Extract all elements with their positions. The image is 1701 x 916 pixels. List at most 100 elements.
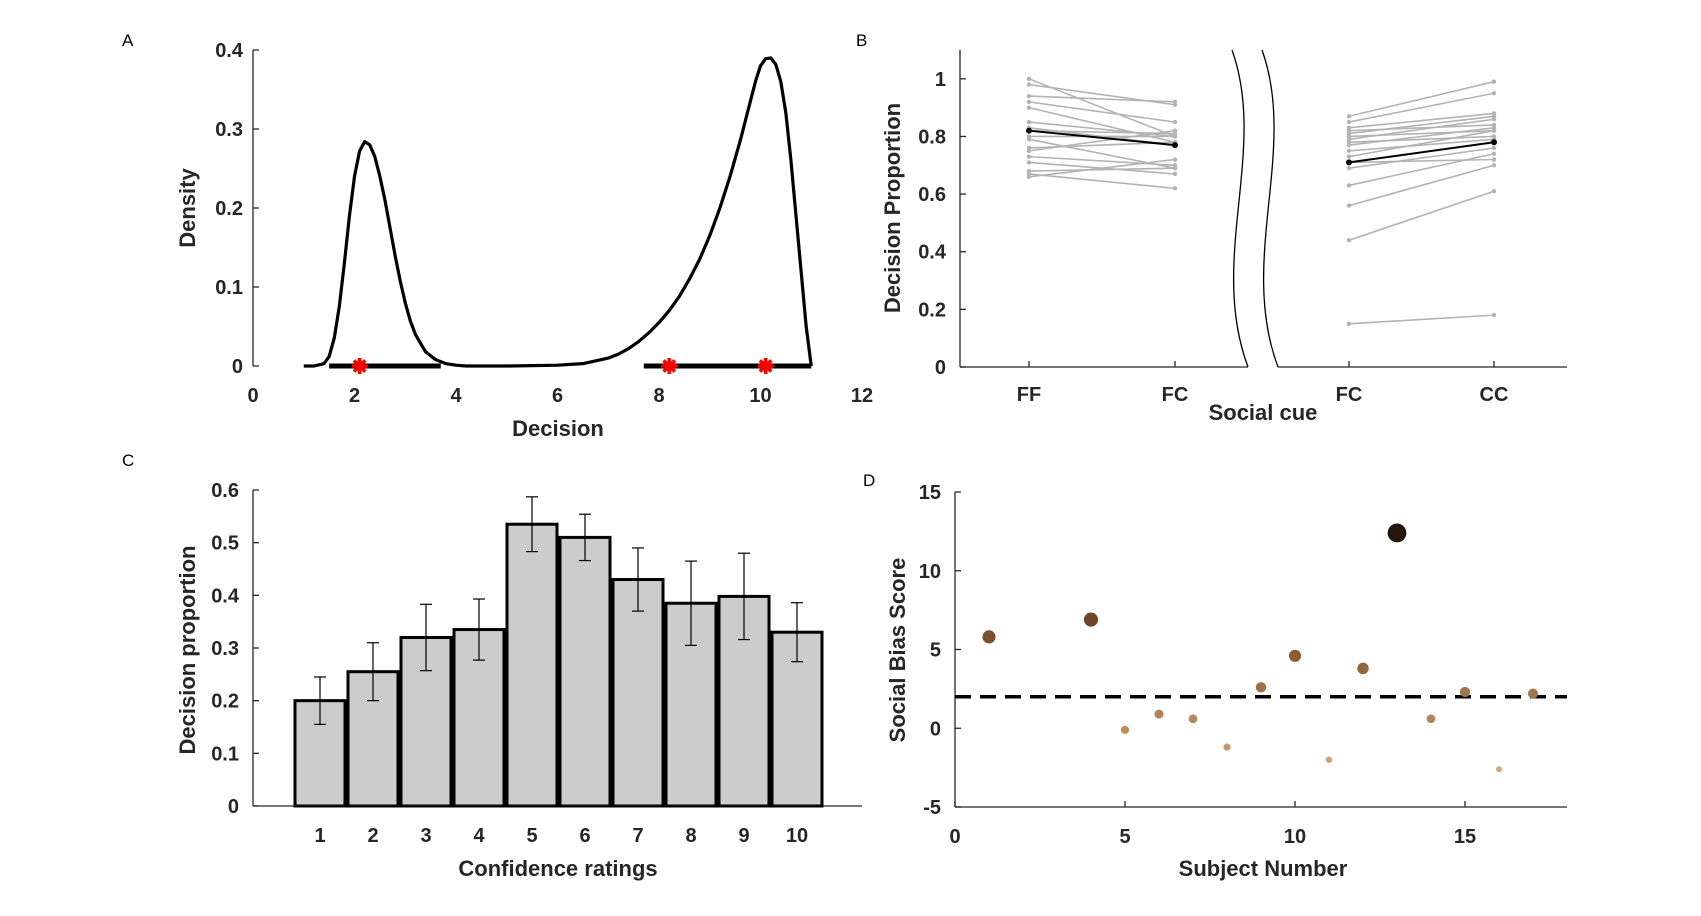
panel-d-data-point [1325, 756, 1333, 764]
panel-letter-b: B [856, 31, 867, 50]
panel-a-xtick-label: 2 [349, 385, 360, 407]
panel-a-xtick-label: 4 [450, 385, 462, 407]
panel-a-red-star-marker [351, 358, 368, 374]
panel-d-ytick-label: 5 [930, 640, 941, 662]
panel-c-error-bar [632, 547, 644, 612]
panel-b-subject-line [1346, 189, 1497, 243]
panel-c-xtick-label: 4 [473, 825, 485, 847]
panel-a-ytick-label: 0.1 [215, 277, 243, 299]
panel-a-red-star-marker [757, 358, 774, 374]
panel-d-data-point [982, 630, 996, 644]
panel-d-data-point [1120, 725, 1130, 734]
panel-b-ytick-label: 0.8 [918, 126, 946, 148]
panel-c-error-bar [579, 513, 591, 562]
panel-a-ytick-label: 0.3 [215, 119, 243, 141]
panel-c-xtick-label: 9 [738, 825, 749, 847]
panel-d-xlabel: Subject Number [1179, 856, 1348, 881]
panel-d-data-point [1255, 682, 1267, 693]
panel-b-ytick-label: 1 [935, 69, 946, 91]
panel-c-bar [505, 522, 559, 808]
panel-a-ytick-label: 0.2 [215, 198, 243, 220]
panel-d-data-point [1154, 709, 1164, 719]
panel-b-mean-line [1026, 127, 1178, 149]
panel-c-error-bar [367, 642, 379, 702]
panel-b-axis-break [1231, 49, 1249, 368]
panel-c-xtick-label: 2 [367, 825, 378, 847]
panel-b-axis-break [1261, 49, 1279, 368]
panel-d-data-point [1223, 743, 1231, 751]
panel-c-ytick-label: 0.2 [211, 691, 239, 713]
panel-d-xtick-label: 15 [1454, 826, 1476, 848]
panel-b-subject-line [1346, 151, 1497, 188]
panel-b-subject-line [1026, 157, 1178, 179]
panel-b-subject-line [1346, 128, 1497, 159]
panel-b-ytick-label: 0.4 [918, 242, 947, 264]
panel-d-ylabel: Social Bias Score [885, 558, 910, 743]
panel-c-xtick-label: 8 [685, 825, 696, 847]
panel-c-bar [611, 578, 665, 808]
panel-d-data-point [1188, 714, 1198, 724]
panel-b-mean-line [1346, 139, 1497, 166]
panel-a-density-curve [303, 56, 813, 368]
panel-d-ytick-label: -5 [923, 797, 941, 819]
panel-a-xlabel: Decision [512, 416, 604, 441]
panel-b-subject-line [1026, 99, 1178, 125]
panel-c-xtick-label: 5 [526, 825, 537, 847]
panel-b-subject-line [1026, 93, 1178, 105]
panel-letter-c: C [122, 451, 134, 470]
panel-b-social-cue-plot: 0 0.2 0.4 0.6 0.8 1 FF FC FC CC [918, 49, 1567, 406]
panel-c-error-bar [314, 676, 326, 725]
panel-letter-d: D [863, 471, 875, 490]
panel-b-subject-line [1346, 91, 1497, 125]
panel-b-subject-line [1026, 171, 1178, 191]
panel-b-ytick-label: 0 [935, 357, 946, 379]
panel-b-subject-line [1026, 128, 1178, 154]
panel-c-xtick-label: 6 [579, 825, 590, 847]
panel-a-xtick-label: 12 [851, 385, 873, 407]
panel-a-ytick-label: 0.4 [215, 40, 244, 62]
panel-b-ytick-label: 0.2 [918, 299, 946, 321]
panel-c-error-bar [791, 602, 803, 663]
panel-a-ylabel: Density [175, 168, 200, 248]
panel-c-bar-chart: 0 0.1 0.2 0.3 0.4 0.5 0.6 1 2 3 4 5 6 7 8 9 10 [211, 480, 862, 847]
panel-b-xlabel: Social cue [1209, 400, 1318, 425]
panel-b-subject-line [1346, 145, 1497, 171]
panel-d-xtick-label: 10 [1284, 826, 1306, 848]
panel-a-xtick-label: 8 [653, 385, 664, 407]
panel-d-ytick-label: 15 [919, 482, 941, 504]
panel-d-data-point [1459, 686, 1471, 698]
panel-a-xtick-label: 6 [552, 385, 563, 407]
panel-a-xtick-label: 0 [247, 385, 258, 407]
panel-c-error-bar [420, 603, 432, 672]
panel-c-bar [558, 535, 612, 808]
panel-c-xtick-label: 3 [420, 825, 431, 847]
panel-b-subject-line [1346, 312, 1497, 326]
panel-b-xtick-label: CC [1480, 384, 1509, 406]
panel-b-ytick-label: 0.6 [918, 184, 946, 206]
panel-c-ytick-label: 0.6 [211, 480, 239, 502]
panel-c-error-bar [526, 496, 538, 553]
panel-a-xtick-label: 10 [749, 385, 771, 407]
panel-c-error-bar [738, 552, 750, 641]
panel-d-scatter-plot: -5 0 5 10 15 0 5 10 15 [919, 482, 1567, 848]
panel-c-bar [452, 628, 506, 808]
panel-c-ytick-label: 0.5 [211, 533, 239, 555]
panel-b-xtick-label: FF [1017, 384, 1041, 406]
panel-c-ytick-label: 0.3 [211, 638, 239, 660]
panel-c-ytick-label: 0 [228, 796, 239, 818]
panel-b-ylabel: Decision Proportion [880, 103, 905, 313]
panel-c-xtick-label: 1 [314, 825, 325, 847]
panel-d-data-point [1527, 688, 1539, 699]
panel-c-ytick-label: 0.1 [211, 743, 239, 765]
panel-b-subject-line [1346, 79, 1497, 119]
panel-a-density-plot: 0 0.1 0.2 0.3 0.4 0 2 4 6 8 10 12 [215, 40, 873, 407]
panel-d-xtick-label: 5 [1119, 826, 1130, 848]
panel-c-ylabel: Decision proportion [175, 546, 200, 755]
panel-c-xtick-label: 10 [786, 825, 808, 847]
panel-d-ytick-label: 0 [930, 718, 941, 740]
panel-d-data-point [1426, 714, 1436, 724]
panel-letter-a: A [122, 31, 134, 50]
panel-d-data-point [1288, 649, 1302, 662]
panel-c-xtick-label: 7 [632, 825, 643, 847]
